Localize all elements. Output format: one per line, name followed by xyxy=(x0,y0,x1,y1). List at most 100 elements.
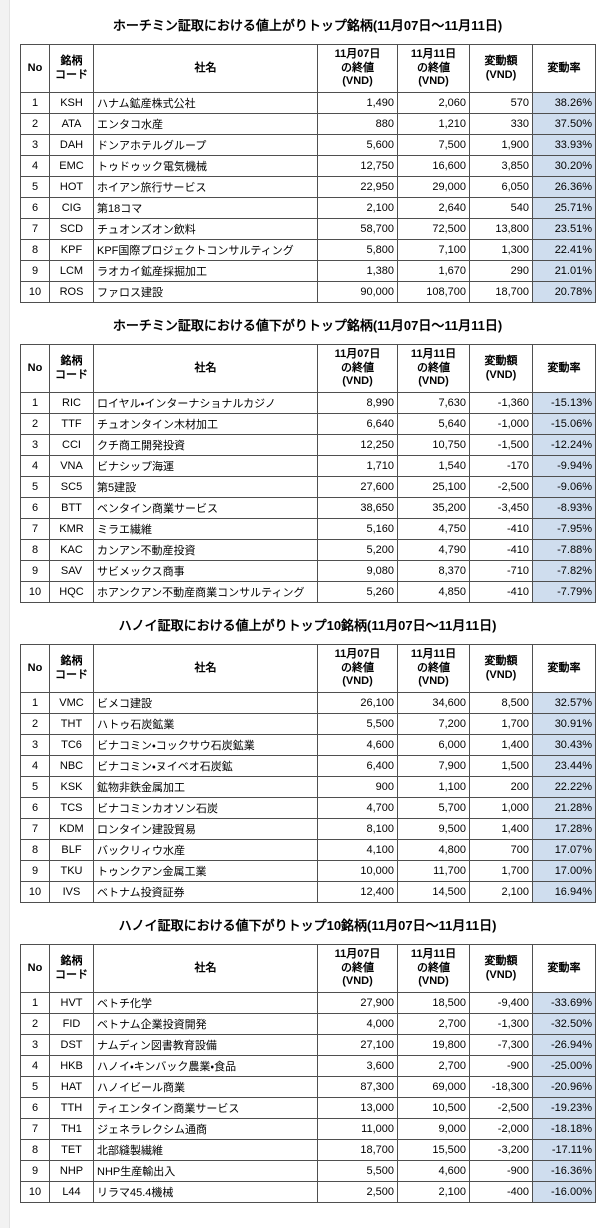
table-row: 8 KAC カンアン不動産投資 5,200 4,790 -410 -7.88% xyxy=(20,539,596,561)
table-row: 5 HAT ハノイビール商業 87,300 69,000 -18,300 -20.96% xyxy=(20,1076,596,1098)
table-row: 10 ROS ファロス建設 90,000 108,700 18,700 20.78% xyxy=(20,281,596,303)
cell-close1111: 1,100 xyxy=(397,776,470,798)
cell-rate: -7.79% xyxy=(532,581,596,603)
cell-name: ラオカイ鉱産採掘加工 xyxy=(93,260,318,282)
cell-close1111: 1,670 xyxy=(397,260,470,282)
cell-no: 1 xyxy=(20,392,50,414)
cell-no: 4 xyxy=(20,455,50,477)
cell-rate: 30.20% xyxy=(532,155,596,177)
cell-name: ホアンクアン不動産商業コンサルティング xyxy=(93,581,318,603)
stock-table-section: ハノイ証取における値上がりトップ10銘柄(11月07日～11月11日) No 銘柄… xyxy=(12,606,600,903)
page-left-gutter xyxy=(0,0,10,1228)
cell-change: -2,500 xyxy=(469,1097,533,1119)
tables-container: ホーチミン証取における値上がりトップ銘柄(11月07日～11月11日) No 銘柄… xyxy=(12,6,600,1203)
cell-close1111: 4,750 xyxy=(397,518,470,540)
cell-code: VMC xyxy=(49,692,94,714)
cell-rate: 17.07% xyxy=(532,839,596,861)
cell-name: ビナコミンカオソン石炭 xyxy=(93,797,318,819)
cell-name: ビナコミン・ヌイベオ石炭鉱 xyxy=(93,755,318,777)
cell-rate: 32.57% xyxy=(532,692,596,714)
table-row: 4 HKB ハノイ・キンバック農業・食品 3,600 2,700 -900 -25.00% xyxy=(20,1055,596,1077)
cell-change: 540 xyxy=(469,197,533,219)
cell-close1107: 5,200 xyxy=(317,539,398,561)
column-header-no: No xyxy=(20,944,50,993)
cell-name: ロンタイン建設貿易 xyxy=(93,818,318,840)
cell-code: BTT xyxy=(49,497,94,519)
cell-rate: 21.01% xyxy=(532,260,596,282)
cell-close1111: 18,500 xyxy=(397,992,470,1014)
cell-no: 1 xyxy=(20,92,50,114)
column-header-close1111: 11月11日 の終値 (VND) xyxy=(397,944,470,993)
cell-rate: -8.93% xyxy=(532,497,596,519)
table-row: 7 TH1 ジェネラレクシム通商 11,000 9,000 -2,000 -18.18% xyxy=(20,1118,596,1140)
stock-table: No 銘柄 コード 社名 11月07日 の終値 (VND) 11月11日 の終値 (VN… xyxy=(20,644,596,903)
cell-change: -3,450 xyxy=(469,497,533,519)
cell-close1107: 22,950 xyxy=(317,176,398,198)
table-row: 4 VNA ビナシップ海運 1,710 1,540 -170 -9.94% xyxy=(20,455,596,477)
cell-name: チュオンズオン飲料 xyxy=(93,218,318,240)
cell-code: CIG xyxy=(49,197,94,219)
column-header-close1107: 11月07日 の終値 (VND) xyxy=(317,944,398,993)
header-row: No 銘柄 コード 社名 11月07日 の終値 (VND) 11月11日 の終値 (VN… xyxy=(20,344,596,393)
cell-no: 8 xyxy=(20,239,50,261)
cell-close1107: 6,400 xyxy=(317,755,398,777)
cell-rate: -18.18% xyxy=(532,1118,596,1140)
cell-no: 6 xyxy=(20,497,50,519)
cell-close1107: 2,100 xyxy=(317,197,398,219)
cell-close1111: 25,100 xyxy=(397,476,470,498)
cell-name: ベトチ化学 xyxy=(93,992,318,1014)
cell-code: DAH xyxy=(49,134,94,156)
column-header-close1107: 11月07日 の終値 (VND) xyxy=(317,44,398,93)
cell-rate: -15.06% xyxy=(532,413,596,435)
cell-name: ハノイビール商業 xyxy=(93,1076,318,1098)
cell-close1111: 35,200 xyxy=(397,497,470,519)
cell-code: TKU xyxy=(49,860,94,882)
cell-name: チュオンタイン木材加工 xyxy=(93,413,318,435)
cell-no: 9 xyxy=(20,260,50,282)
cell-code: RIC xyxy=(49,392,94,414)
cell-close1107: 26,100 xyxy=(317,692,398,714)
table-row: 3 CCI クチ商工開発投資 12,250 10,750 -1,500 -12.24% xyxy=(20,434,596,456)
cell-name: ハノイ・キンバック農業・食品 xyxy=(93,1055,318,1077)
cell-code: KSH xyxy=(49,92,94,114)
table-row: 1 RIC ロイヤル・インターナショナルカジノ 8,990 7,630 -1,360 -15… xyxy=(20,392,596,414)
cell-close1111: 2,060 xyxy=(397,92,470,114)
cell-close1111: 16,600 xyxy=(397,155,470,177)
cell-close1111: 15,500 xyxy=(397,1139,470,1161)
cell-code: NHP xyxy=(49,1160,94,1182)
cell-close1111: 69,000 xyxy=(397,1076,470,1098)
column-header-no: No xyxy=(20,44,50,93)
cell-code: ROS xyxy=(49,281,94,303)
cell-no: 8 xyxy=(20,539,50,561)
cell-close1107: 12,400 xyxy=(317,881,398,903)
cell-close1107: 18,700 xyxy=(317,1139,398,1161)
cell-rate: -12.24% xyxy=(532,434,596,456)
table-row: 4 NBC ビナコミン・ヌイベオ石炭鉱 6,400 7,900 1,500 23.44% xyxy=(20,755,596,777)
cell-change: -900 xyxy=(469,1055,533,1077)
cell-close1107: 27,100 xyxy=(317,1034,398,1056)
table-row: 2 TTF チュオンタイン木材加工 6,640 5,640 -1,000 -15.06% xyxy=(20,413,596,435)
stock-table: No 銘柄 コード 社名 11月07日 の終値 (VND) 11月11日 の終値 (VN… xyxy=(20,344,596,603)
cell-no: 10 xyxy=(20,581,50,603)
cell-code: IVS xyxy=(49,881,94,903)
cell-no: 3 xyxy=(20,134,50,156)
cell-rate: -7.88% xyxy=(532,539,596,561)
cell-close1107: 90,000 xyxy=(317,281,398,303)
table-body: 1 VMC ビメコ建設 26,100 34,600 8,500 32.57% 2 THT ハトゥ石… xyxy=(20,692,596,903)
cell-name: バックリィウ水産 xyxy=(93,839,318,861)
cell-change: 330 xyxy=(469,113,533,135)
stock-table-section: ホーチミン証取における値上がりトップ銘柄(11月07日～11月11日) No 銘柄… xyxy=(12,6,600,303)
cell-close1111: 34,600 xyxy=(397,692,470,714)
cell-change: 2,100 xyxy=(469,881,533,903)
cell-change: -1,500 xyxy=(469,434,533,456)
cell-close1111: 7,200 xyxy=(397,713,470,735)
cell-close1111: 2,640 xyxy=(397,197,470,219)
cell-close1111: 9,500 xyxy=(397,818,470,840)
cell-name: ビナシップ海運 xyxy=(93,455,318,477)
cell-name: ファロス建設 xyxy=(93,281,318,303)
cell-rate: 33.93% xyxy=(532,134,596,156)
table-row: 10 IVS ベトナム投資証券 12,400 14,500 2,100 16.94% xyxy=(20,881,596,903)
cell-change: 18,700 xyxy=(469,281,533,303)
cell-change: 570 xyxy=(469,92,533,114)
cell-close1111: 2,700 xyxy=(397,1013,470,1035)
